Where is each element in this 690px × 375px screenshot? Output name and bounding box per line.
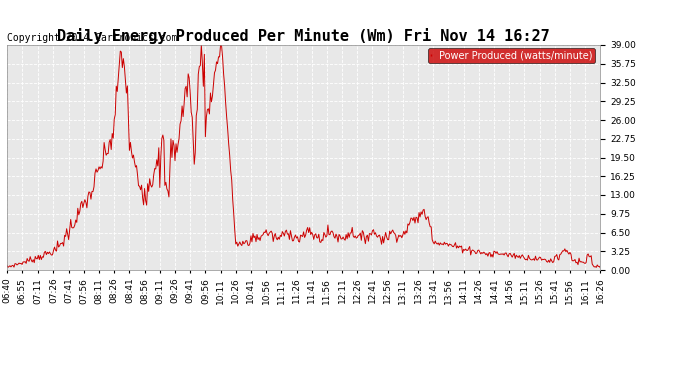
Title: Daily Energy Produced Per Minute (Wm) Fri Nov 14 16:27: Daily Energy Produced Per Minute (Wm) Fr… bbox=[57, 28, 550, 44]
Legend: Power Produced (watts/minute): Power Produced (watts/minute) bbox=[428, 48, 595, 63]
Text: Copyright 2014 Cartronics.com: Copyright 2014 Cartronics.com bbox=[7, 33, 177, 43]
